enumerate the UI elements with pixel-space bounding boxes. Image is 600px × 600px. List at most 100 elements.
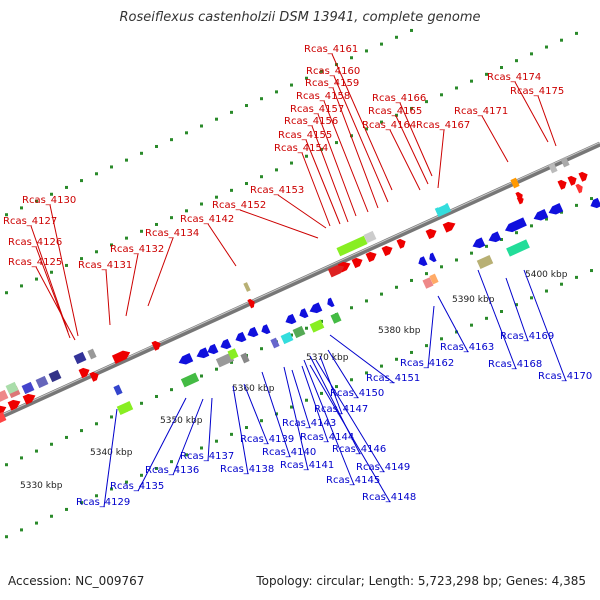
tick-dot (590, 269, 593, 273)
tick-dot (50, 270, 53, 274)
tick-dot (20, 284, 23, 288)
scale-label: 5380 kbp (378, 326, 421, 336)
gene-label: Rcas_4165 (368, 106, 422, 117)
gene-arrow (247, 298, 255, 309)
gene-arrow (567, 175, 577, 186)
tick-dot (155, 144, 158, 148)
tick-dot (20, 528, 23, 532)
tick-dot (20, 456, 23, 460)
gene-label: Rcas_4136 (145, 465, 199, 476)
label-leader-lines (30, 53, 567, 508)
tick-dot (245, 426, 248, 430)
gene-arrow (578, 171, 588, 182)
gene-arrow (285, 313, 297, 325)
tick-dot (170, 460, 173, 464)
label-leader (323, 100, 369, 213)
gene-arrow (429, 252, 437, 263)
gene-arrow (516, 196, 524, 205)
gene-arrow (89, 371, 99, 382)
label-leader (105, 269, 111, 326)
backbone-line (0, 141, 600, 420)
gene-arrow (22, 393, 36, 405)
tick-dot (140, 229, 143, 233)
gene-box (5, 381, 19, 395)
label-leader (291, 369, 311, 429)
gene-arrow (178, 353, 194, 365)
scale-label: 5400 kbp (525, 270, 568, 280)
tick-dot (365, 49, 368, 53)
gene-label: Rcas_4132 (110, 244, 164, 255)
label-leader (309, 355, 361, 455)
tick-dot (110, 165, 113, 169)
tick-dot (335, 385, 338, 389)
gene-box (280, 331, 294, 345)
tick-dot (125, 480, 128, 484)
tick-dot (575, 275, 578, 279)
tick-dot (410, 106, 413, 110)
tick-dot (350, 134, 353, 138)
tick-dot (155, 222, 158, 226)
tick-dot (500, 310, 503, 313)
tick-dot (275, 168, 278, 172)
label-leader (514, 81, 549, 143)
label-leader (317, 113, 357, 217)
label-leader (332, 87, 379, 209)
tick-dot (290, 333, 293, 337)
gene-label: Rcas_4168 (488, 359, 542, 370)
tick-dot (395, 285, 398, 289)
tick-dot (230, 110, 233, 114)
tick-dot (200, 124, 203, 128)
label-leader (277, 194, 327, 229)
tick-dot (215, 195, 218, 199)
gene-label: Rcas_4166 (372, 93, 426, 104)
tick-dot (425, 100, 428, 104)
scale-label: 5330 kbp (20, 481, 63, 491)
tick-dot (50, 192, 53, 196)
gene-box (506, 239, 530, 257)
tick-dot (365, 299, 368, 303)
tick-dot (95, 172, 98, 176)
label-leader (147, 237, 174, 307)
tick-dot (65, 435, 68, 439)
gene-box (429, 273, 439, 285)
tick-dot (95, 422, 98, 426)
gene-arrow (425, 228, 437, 240)
tick-dot (560, 282, 563, 286)
gene-box (309, 319, 325, 333)
tick-dot (425, 272, 428, 276)
label-leader (309, 364, 391, 503)
label-leader (327, 349, 359, 399)
gene-label: Rcas_4131 (78, 260, 132, 271)
tick-dot (410, 278, 413, 282)
gene-label: Rcas_4143 (282, 418, 336, 429)
gene-label: Rcas_4141 (280, 460, 334, 471)
gene-labels: Rcas_4125 Rcas_4126 Rcas_4127 Rcas_4130 Rcas… (3, 44, 592, 508)
tick-dot (290, 161, 293, 165)
gene-box (227, 348, 239, 360)
tick-dot (80, 257, 83, 261)
tick-dot (140, 151, 143, 155)
gene-box (270, 337, 280, 349)
gene-box (180, 372, 200, 388)
tick-dot (245, 182, 248, 186)
label-leader (239, 209, 319, 239)
label-leader (315, 359, 385, 473)
tick-dot (395, 113, 398, 117)
gene-arrow (220, 338, 232, 350)
tick-dot (230, 360, 233, 364)
tick-dot (290, 83, 293, 87)
tick-dot (590, 197, 593, 201)
gene-label: Rcas_4148 (362, 492, 416, 503)
gene-label: Rcas_4146 (332, 444, 386, 455)
gene-label: Rcas_4155 (278, 130, 332, 141)
tick-dot (425, 344, 428, 348)
gene-features (0, 156, 600, 425)
gene-arrow (0, 405, 7, 417)
map-title: Roseiflexus castenholzii DSM 13941, comp… (119, 10, 481, 25)
tick-dot (575, 203, 578, 207)
gene-label: Rcas_4126 (8, 237, 62, 248)
tick-dot (290, 405, 293, 409)
gene-arrow (78, 367, 90, 379)
genome-backbone (0, 141, 600, 420)
label-leader (283, 366, 309, 471)
